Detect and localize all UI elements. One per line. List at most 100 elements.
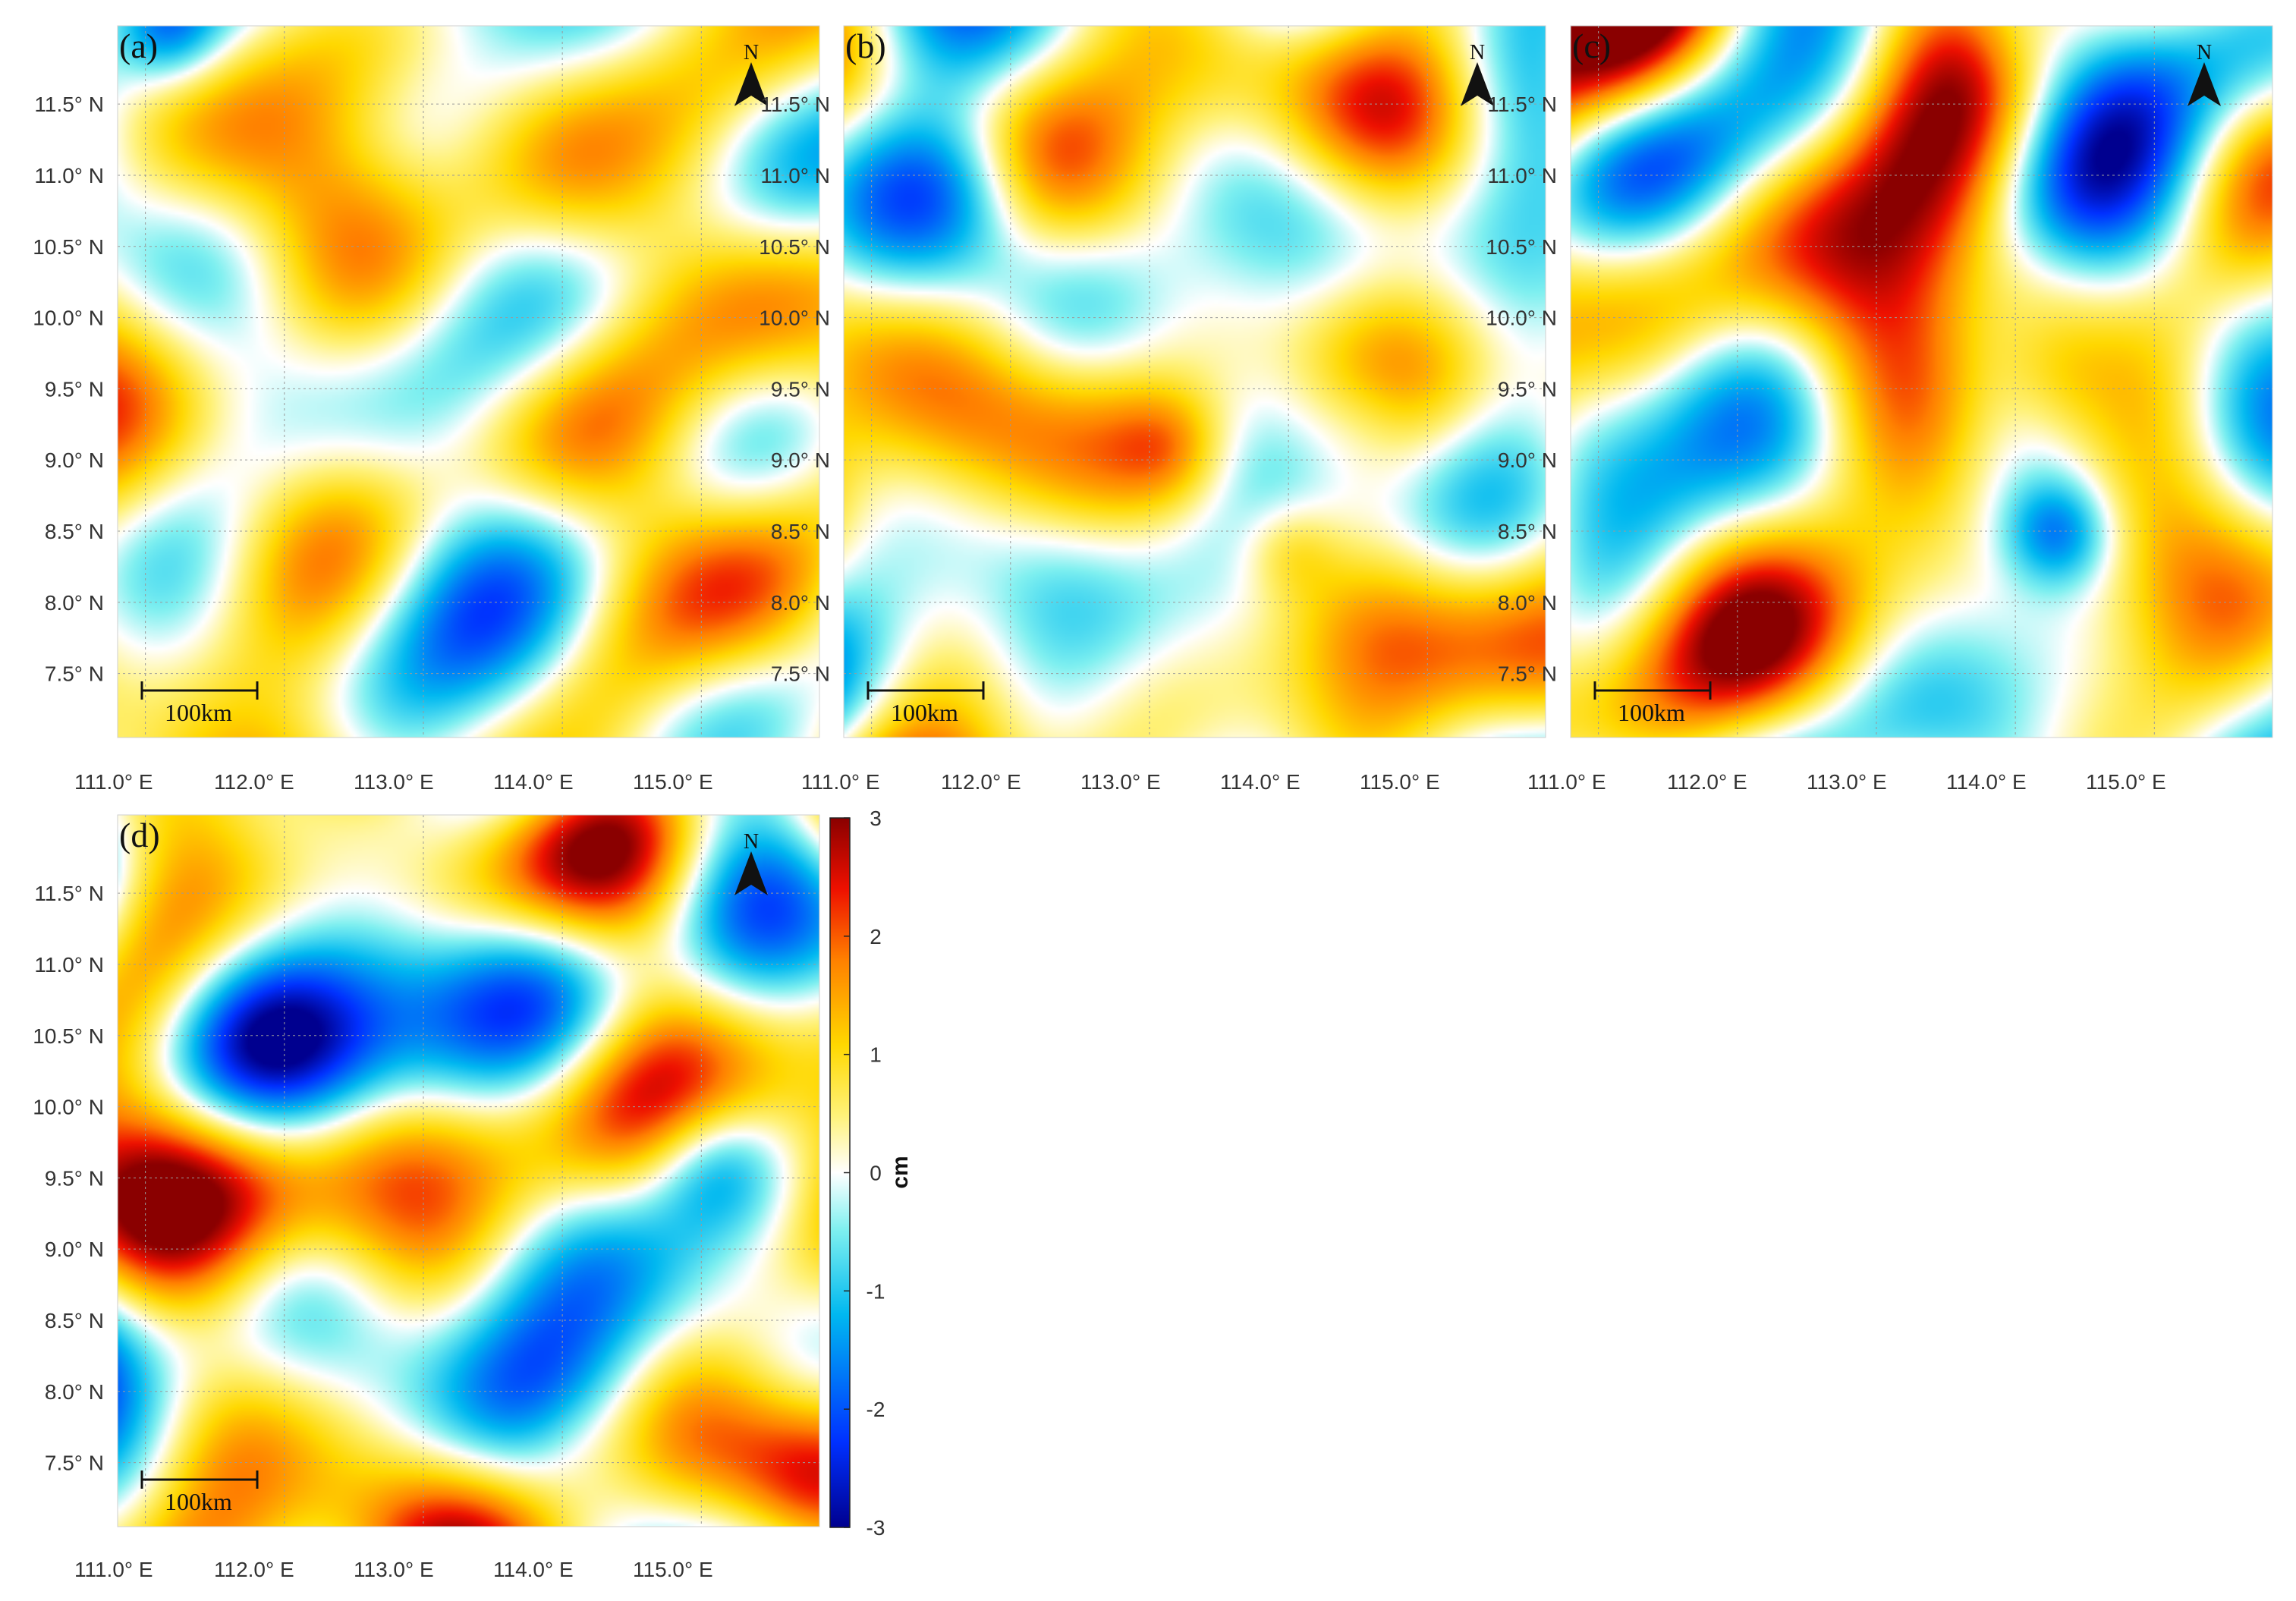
map-frame: [843, 25, 1546, 738]
lat-tick-label: 9.0° N: [45, 1238, 104, 1261]
lon-tick-label: 114.0° E: [1946, 770, 2027, 794]
lat-tick-label: 10.0° N: [33, 1096, 104, 1119]
scale-bar-label: 100km: [891, 699, 958, 726]
lat-tick-label: 11.5° N: [34, 882, 104, 905]
lat-tick-label: 10.5° N: [1486, 235, 1557, 259]
scale-bar: [140, 681, 259, 700]
map-frame: [117, 25, 820, 738]
lon-tick-label: 111.0° E: [74, 770, 153, 794]
lon-tick-label: 114.0° E: [1220, 770, 1301, 794]
lat-tick-label: 11.5° N: [760, 93, 830, 116]
lat-tick-label: 8.0° N: [45, 1380, 104, 1404]
lon-tick-label: 114.0° E: [493, 770, 574, 794]
lat-tick-label: 10.5° N: [33, 235, 104, 259]
lat-tick-label: 10.0° N: [33, 307, 104, 330]
map-panel-c: (c) N 100km 11.5° N 11.0° N 10.5° N 10.0° N 9.5…: [1486, 25, 2273, 794]
lon-tick-label: 113.0° E: [1807, 770, 1887, 794]
panels-layer: (a) N 100km 11.5° N 11.0° N 10.5° N 10.0° N 9.5…: [33, 25, 2273, 1581]
colorbar-unit: cm: [888, 1156, 913, 1188]
north-arrow-icon: [734, 62, 768, 106]
lon-tick-label: 113.0° E: [354, 1558, 434, 1581]
north-arrow-label: N: [2197, 41, 2212, 64]
colorbar-tick-label: 0: [870, 1162, 882, 1185]
panel-letter: (c): [1572, 27, 1611, 65]
lat-tick-label: 9.5° N: [771, 377, 830, 401]
lat-tick-label: 10.5° N: [759, 235, 830, 259]
scale-bar-label: 100km: [165, 1488, 232, 1515]
north-arrow-icon: [1461, 62, 1494, 106]
lat-tick-label: 9.0° N: [771, 448, 830, 472]
colorbar-tick-label: -1: [867, 1279, 885, 1303]
lat-tick-label: 11.5° N: [1487, 93, 1557, 116]
north-arrow-icon: [734, 851, 768, 895]
lon-tick-label: 112.0° E: [214, 770, 294, 794]
lon-tick-label: 113.0° E: [354, 770, 434, 794]
lon-tick-label: 114.0° E: [493, 1558, 574, 1581]
heatmap-field-b: [844, 26, 1546, 738]
lat-tick-label: 9.0° N: [45, 448, 104, 472]
lon-tick-label: 115.0° E: [633, 1558, 713, 1581]
lat-tick-label: 8.0° N: [45, 591, 104, 615]
lat-tick-label: 7.5° N: [45, 1452, 104, 1475]
lat-tick-label: 9.5° N: [45, 377, 104, 401]
lat-tick-label: 10.0° N: [759, 307, 830, 330]
lon-tick-label: 111.0° E: [801, 770, 880, 794]
heatmap-field-d: [118, 815, 819, 1527]
map-frame: [1570, 25, 2273, 738]
lat-tick-label: 9.5° N: [45, 1166, 104, 1190]
map-panel-d: (d) N 100km 11.5° N 11.0° N 10.5° N 10.0° N 9.5…: [33, 814, 820, 1581]
lat-tick-label: 7.5° N: [45, 662, 104, 686]
lat-tick-label: 8.5° N: [1498, 520, 1557, 543]
lat-tick-label: 8.5° N: [45, 1309, 104, 1332]
lat-tick-label: 7.5° N: [1498, 662, 1557, 686]
colorbar-tick-label: -2: [867, 1398, 885, 1421]
colorbar-tick-label: 3: [870, 807, 882, 830]
scale-bar-label: 100km: [1618, 699, 1685, 726]
panel-letter: (d): [119, 816, 160, 854]
lon-tick-label: 115.0° E: [2086, 770, 2166, 794]
scale-bar: [1593, 681, 1712, 700]
lat-tick-label: 11.0° N: [34, 164, 104, 187]
north-arrow-label: N: [744, 41, 759, 64]
north-arrow-label: N: [1470, 41, 1485, 64]
colorbar: 3 2 1 0 -1 -2 -3 cm: [829, 807, 913, 1540]
scale-bar-label: 100km: [165, 699, 232, 726]
lat-tick-label: 7.5° N: [771, 662, 830, 686]
lon-tick-label: 112.0° E: [941, 770, 1021, 794]
lat-tick-label: 8.0° N: [1498, 591, 1557, 615]
lat-tick-label: 8.5° N: [771, 520, 830, 543]
lon-tick-label: 112.0° E: [214, 1558, 294, 1581]
map-panel-b: (b) N 100km 11.5° N 11.0° N 10.5° N 10.0° N 9.5…: [759, 25, 1546, 794]
lon-tick-label: 115.0° E: [633, 770, 713, 794]
scale-bar: [140, 1470, 259, 1489]
lon-tick-label: 113.0° E: [1080, 770, 1161, 794]
panel-letter: (b): [845, 27, 886, 65]
lat-tick-label: 11.5° N: [34, 93, 104, 116]
lat-tick-label: 9.5° N: [1498, 377, 1557, 401]
scale-bar: [867, 681, 985, 700]
lat-tick-label: 10.5° N: [33, 1024, 104, 1048]
north-arrow-label: N: [744, 830, 759, 854]
map-frame: [117, 814, 820, 1527]
lat-tick-label: 10.0° N: [1486, 307, 1557, 330]
map-panel-a: (a) N 100km 11.5° N 11.0° N 10.5° N 10.0° N 9.5…: [33, 25, 820, 794]
lon-tick-label: 115.0° E: [1360, 770, 1440, 794]
north-arrow-icon: [2187, 62, 2221, 106]
lat-tick-label: 8.5° N: [45, 520, 104, 543]
colorbar-ticks: 3 2 1 0 -1 -2 -3: [844, 807, 885, 1540]
heatmap-field-a: [118, 26, 819, 738]
lat-tick-label: 11.0° N: [1487, 164, 1557, 187]
lat-tick-label: 9.0° N: [1498, 448, 1557, 472]
colorbar-tick-label: 2: [870, 925, 882, 948]
lon-tick-label: 111.0° E: [1527, 770, 1606, 794]
lat-tick-label: 11.0° N: [34, 953, 104, 977]
colorbar-tick-label: 1: [870, 1043, 882, 1067]
panel-letter: (a): [119, 27, 158, 65]
heatmap-field-c: [1571, 26, 2272, 738]
lat-tick-label: 8.0° N: [771, 591, 830, 615]
lon-tick-label: 112.0° E: [1667, 770, 1747, 794]
colorbar-tick-label: -3: [867, 1516, 885, 1540]
lon-tick-label: 111.0° E: [74, 1558, 153, 1581]
lat-tick-label: 11.0° N: [760, 164, 830, 187]
